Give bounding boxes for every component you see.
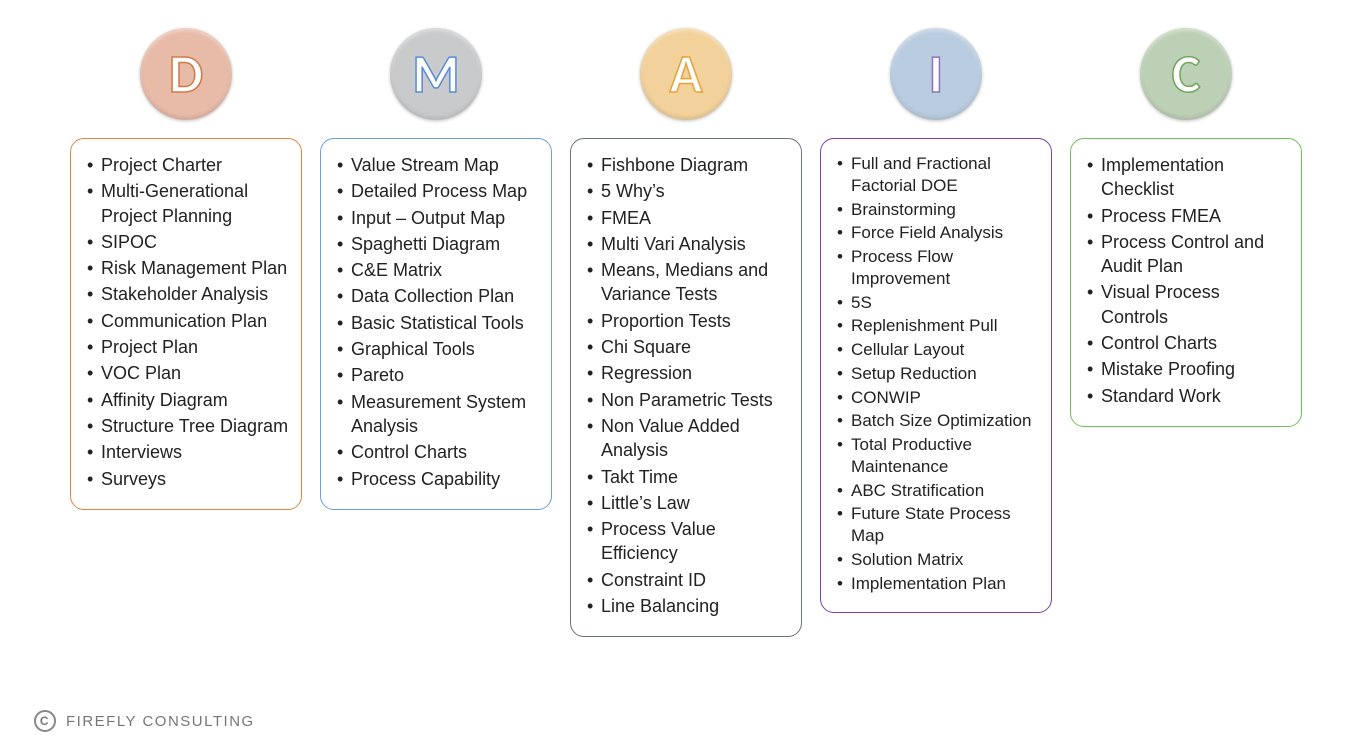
list-item: Input – Output Map: [351, 206, 541, 230]
phase-letter: D: [169, 47, 203, 101]
tool-list: Value Stream MapDetailed Process Map Inpu…: [331, 153, 541, 491]
list-item: SIPOC: [101, 230, 291, 254]
phase-letter: A: [670, 47, 703, 101]
list-item: Regression: [601, 361, 791, 385]
list-item: Affinity Diagram: [101, 388, 291, 412]
footer: C FIREFLY CONSULTING: [34, 710, 255, 732]
list-item: C&E Matrix: [351, 258, 541, 282]
list-item: Structure Tree Diagram: [101, 414, 291, 438]
list-item: Implementation Checklist: [1101, 153, 1291, 202]
list-item: Control Charts: [351, 440, 541, 464]
list-item: Non Parametric Tests: [601, 388, 791, 412]
tool-box-m: Value Stream MapDetailed Process Map Inpu…: [320, 138, 552, 510]
list-item: Little’s Law: [601, 491, 791, 515]
list-item: Cellular Layout: [851, 339, 1041, 361]
list-item: Interviews: [101, 440, 291, 464]
list-item: Process Flow Improvement: [851, 246, 1041, 290]
list-item: Setup Reduction: [851, 363, 1041, 385]
list-item: Multi-Generational Project Planning: [101, 179, 291, 228]
column-d: D Project CharterMulti-Generational Proje…: [70, 28, 302, 510]
list-item: Implementation Plan: [851, 573, 1041, 595]
copyright-icon: C: [34, 710, 56, 732]
tool-list: Fishbone Diagram5 Why’s FMEAMulti Vari An…: [581, 153, 791, 618]
list-item: Measurement System Analysis: [351, 390, 541, 439]
list-item: Replenishment Pull: [851, 315, 1041, 337]
list-item: Control Charts: [1101, 331, 1291, 355]
list-item: Process FMEA: [1101, 204, 1291, 228]
list-item: Process Capability: [351, 467, 541, 491]
list-item: Means, Medians and Variance Tests: [601, 258, 791, 307]
list-item: Communication Plan: [101, 309, 291, 333]
list-item: 5 Why’s: [601, 179, 791, 203]
list-item: Batch Size Optimization: [851, 410, 1041, 432]
column-a: A Fishbone Diagram5 Why’s FMEAMulti Vari A…: [570, 28, 802, 637]
tool-list: Implementation ChecklistProcess FMEAProc…: [1081, 153, 1291, 408]
phase-circle-i: I: [890, 28, 982, 120]
list-item: Risk Management Plan: [101, 256, 291, 280]
tool-box-i: Full and Fractional Factorial DOEBrainst…: [820, 138, 1052, 613]
list-item: Stakeholder Analysis: [101, 282, 291, 306]
phase-circle-d: D: [140, 28, 232, 120]
list-item: Future State Process Map: [851, 503, 1041, 547]
list-item: Chi Square: [601, 335, 791, 359]
list-item: Takt Time: [601, 465, 791, 489]
phase-circle-a: A: [640, 28, 732, 120]
list-item: Brainstorming: [851, 199, 1041, 221]
list-item: Full and Fractional Factorial DOE: [851, 153, 1041, 197]
dmaic-columns: D Project CharterMulti-Generational Proje…: [0, 0, 1372, 637]
list-item: VOC Plan: [101, 361, 291, 385]
list-item: Project Plan: [101, 335, 291, 359]
list-item: CONWIP: [851, 387, 1041, 409]
list-item: Non Value Added Analysis: [601, 414, 791, 463]
phase-circle-c: C: [1140, 28, 1232, 120]
phase-circle-m: M: [390, 28, 482, 120]
list-item: Spaghetti Diagram: [351, 232, 541, 256]
tool-list: Full and Fractional Factorial DOEBrainst…: [831, 153, 1041, 594]
list-item: Force Field Analysis: [851, 222, 1041, 244]
list-item: Line Balancing: [601, 594, 791, 618]
list-item: Project Charter: [101, 153, 291, 177]
column-i: I Full and Fractional Factorial DOEBrains…: [820, 28, 1052, 613]
list-item: Fishbone Diagram: [601, 153, 791, 177]
list-item: Visual Process Controls: [1101, 280, 1291, 329]
list-item: ABC Stratification: [851, 480, 1041, 502]
list-item: Proportion Tests: [601, 309, 791, 333]
tool-list: Project CharterMulti-Generational Projec…: [81, 153, 291, 491]
list-item: Data Collection Plan: [351, 284, 541, 308]
phase-letter: M: [412, 47, 459, 101]
list-item: Process Value Efficiency: [601, 517, 791, 566]
list-item: Mistake Proofing: [1101, 357, 1291, 381]
phase-letter: C: [1172, 47, 1201, 101]
column-m: M Value Stream MapDetailed Process Map Inp…: [320, 28, 552, 510]
column-c: C Implementation ChecklistProcess FMEAPro…: [1070, 28, 1302, 427]
tool-box-a: Fishbone Diagram5 Why’s FMEAMulti Vari An…: [570, 138, 802, 637]
list-item: Surveys: [101, 467, 291, 491]
phase-letter: I: [929, 47, 943, 101]
list-item: Value Stream Map: [351, 153, 541, 177]
list-item: 5S: [851, 292, 1041, 314]
list-item: Standard Work: [1101, 384, 1291, 408]
list-item: Pareto: [351, 363, 541, 387]
footer-text: FIREFLY CONSULTING: [66, 713, 255, 730]
list-item: Detailed Process Map: [351, 179, 541, 203]
list-item: Graphical Tools: [351, 337, 541, 361]
list-item: FMEA: [601, 206, 791, 230]
list-item: Multi Vari Analysis: [601, 232, 791, 256]
list-item: Total Productive Maintenance: [851, 434, 1041, 478]
list-item: Basic Statistical Tools: [351, 311, 541, 335]
list-item: Constraint ID: [601, 568, 791, 592]
tool-box-c: Implementation ChecklistProcess FMEAProc…: [1070, 138, 1302, 427]
tool-box-d: Project CharterMulti-Generational Projec…: [70, 138, 302, 510]
list-item: Process Control and Audit Plan: [1101, 230, 1291, 279]
list-item: Solution Matrix: [851, 549, 1041, 571]
